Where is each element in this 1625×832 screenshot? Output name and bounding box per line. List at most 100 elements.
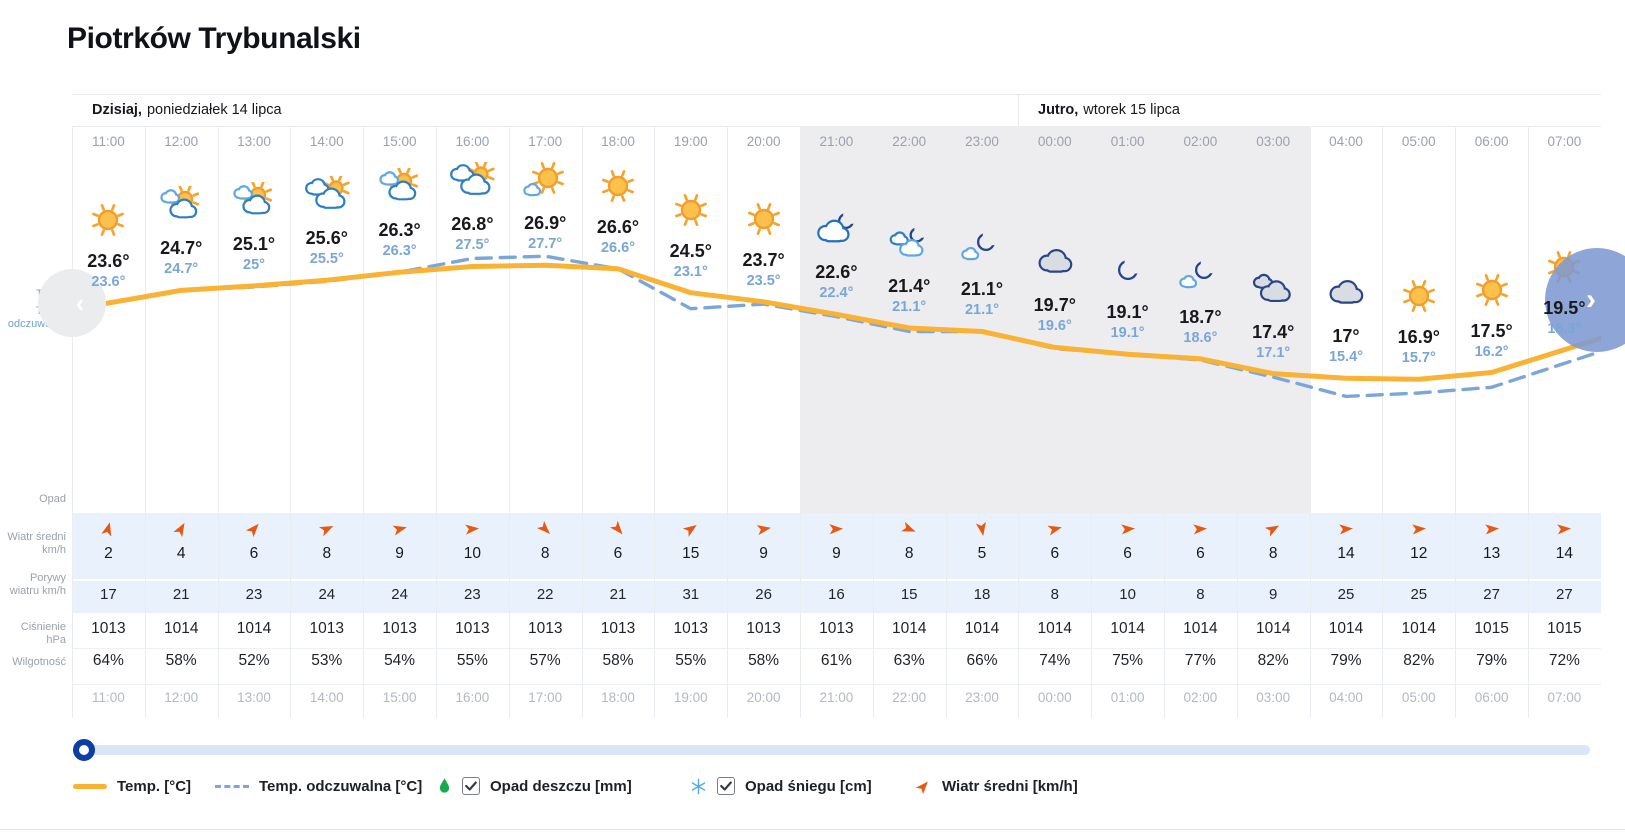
forecast-column: 19:00 24.5° 23.1° 15 31 1013 55% 19:00 [654,0,727,832]
footer-hour-label: 23:00 [965,690,999,705]
pressure-value: 1014 [1183,620,1218,637]
timeline-slider-track[interactable] [78,745,1590,755]
wind-gust-value: 8 [1050,586,1059,603]
wind-avg-value: 6 [249,545,259,562]
humidity-value: 63% [893,652,925,669]
rain-checkbox[interactable] [462,777,480,795]
wind-direction-icon [1455,516,1528,542]
wind-direction-icon [145,516,218,542]
day-header-tomorrow: Jutro, wtorek 15 lipca [1018,94,1601,126]
hour-label: 20:00 [746,134,781,149]
humidity-value: 82% [1257,652,1289,669]
wind-avg-value: 14 [1337,545,1355,562]
row-label-humidity: Wilgotność [12,656,66,668]
hour-label: 02:00 [1183,134,1218,149]
forecast-column: 13:00 25.1° 25° 6 23 1014 52% 13:00 [217,0,291,832]
pressure-value: 1014 [1255,620,1291,637]
humidity-value: 54% [384,652,416,669]
feels-value: 17.1° [1256,345,1291,361]
wind-direction-icon [1164,516,1237,542]
forecast-column: 17:00 26.9° 27.7° 8 22 1013 57% 17:00 [508,0,582,832]
column-separator [727,126,800,718]
weather-icon-sun [727,198,800,238]
wind-avg-value: 8 [540,545,550,562]
forecast-column: 21:00 22.6° 22.4° 9 16 1013 61% 21:00 [800,0,873,832]
humidity-value: 57% [529,652,561,669]
timeline-slider-knob[interactable] [73,739,95,761]
temp-value: 26.6° [596,217,640,237]
column-separator [1018,126,1091,718]
hour-label: 07:00 [1547,134,1582,149]
column-separator [1309,126,1383,718]
wind-gust-value: 22 [536,586,554,603]
footer-hour-label: 15:00 [382,690,417,705]
feels-value: 26.3° [382,243,417,259]
weather-icon-sun-clouds [145,186,218,226]
row-label-wind-avg: Wiatr średni km/h [7,531,66,556]
legend-rain: Opad deszczu [mm] [437,776,632,796]
pressure-value: 1015 [1474,620,1509,637]
temp-value: 25.1° [232,234,276,254]
wind-avg-value: 5 [977,545,987,562]
snow-checkbox[interactable] [717,777,735,795]
day-date-tomorrow: wtorek 15 lipca [1083,102,1180,118]
column-separator [217,126,291,718]
pressure-value: 1013 [673,620,709,637]
feels-value: 19.6° [1037,318,1072,334]
wind-gust-value: 26 [755,586,772,603]
pressure-value: 1014 [1110,620,1145,637]
wind-gust-value: 21 [172,586,190,603]
pressure-value: 1013 [309,620,345,637]
wind-avg-value: 6 [1123,545,1132,562]
row-label-pressure: Ciśnienie hPa [20,621,66,646]
feels-value: 21.1° [892,299,927,315]
column-separator [581,126,655,718]
wind-avg-value: 6 [1196,545,1205,562]
hour-label: 11:00 [92,134,125,149]
temp-value: 19.7° [1033,295,1076,315]
wind-direction-icon [873,516,946,542]
hour-label: 19:00 [673,134,708,149]
footer-hour-label: 02:00 [1183,690,1218,705]
prev-hours-button[interactable]: ‹ [38,269,106,337]
forecast-column: 12:00 24.7° 24.7° 4 21 1014 58% 12:00 [144,0,218,832]
legend-temp: Temp. [°C] [73,776,191,796]
wind-avg-value: 15 [682,545,700,562]
wind-gust-value: 24 [318,586,336,603]
pressure-value: 1014 [163,620,199,637]
footer-hour-label: 17:00 [528,690,563,705]
wind-direction-icon [509,516,582,542]
column-separator [363,126,436,718]
wind-gust-value: 8 [1196,586,1205,603]
night-shading [1236,126,1310,513]
wind-direction-icon [654,516,727,542]
weather-icon-moon-small-cloud [946,227,1019,267]
wind-avg-value: 8 [904,545,914,562]
wind-gust-value: 18 [973,586,991,603]
wind-avg-value: 6 [1050,545,1060,562]
weather-icon-sun [654,189,727,229]
humidity-value: 53% [311,652,343,669]
column-separator [1455,126,1528,718]
wind-avg-value: 8 [322,545,332,562]
temp-value: 19.1° [1106,302,1149,322]
humidity-value: 61% [820,652,852,669]
weather-icon-clouds-sun [290,176,363,216]
column-separator [1164,126,1237,718]
humidity-value: 55% [675,652,707,669]
footer-hour-label: 01:00 [1110,690,1145,705]
wind-direction-icon [1382,516,1455,542]
row-label-precip: Opad [39,493,66,505]
hour-label: 15:00 [382,134,417,149]
column-separator [654,126,727,718]
hour-label: 18:00 [601,134,635,149]
wind-gust-value: 31 [682,586,700,603]
wind-avg-value: 9 [832,545,841,562]
legend-snow: Opad śniegu [cm] [690,776,872,796]
feels-value: 25.5° [309,251,344,267]
pressure-value: 1013 [600,620,636,637]
temp-value: 25.6° [305,228,348,248]
temp-value: 24.7° [160,238,203,258]
wind-gust-value: 15 [900,586,918,603]
